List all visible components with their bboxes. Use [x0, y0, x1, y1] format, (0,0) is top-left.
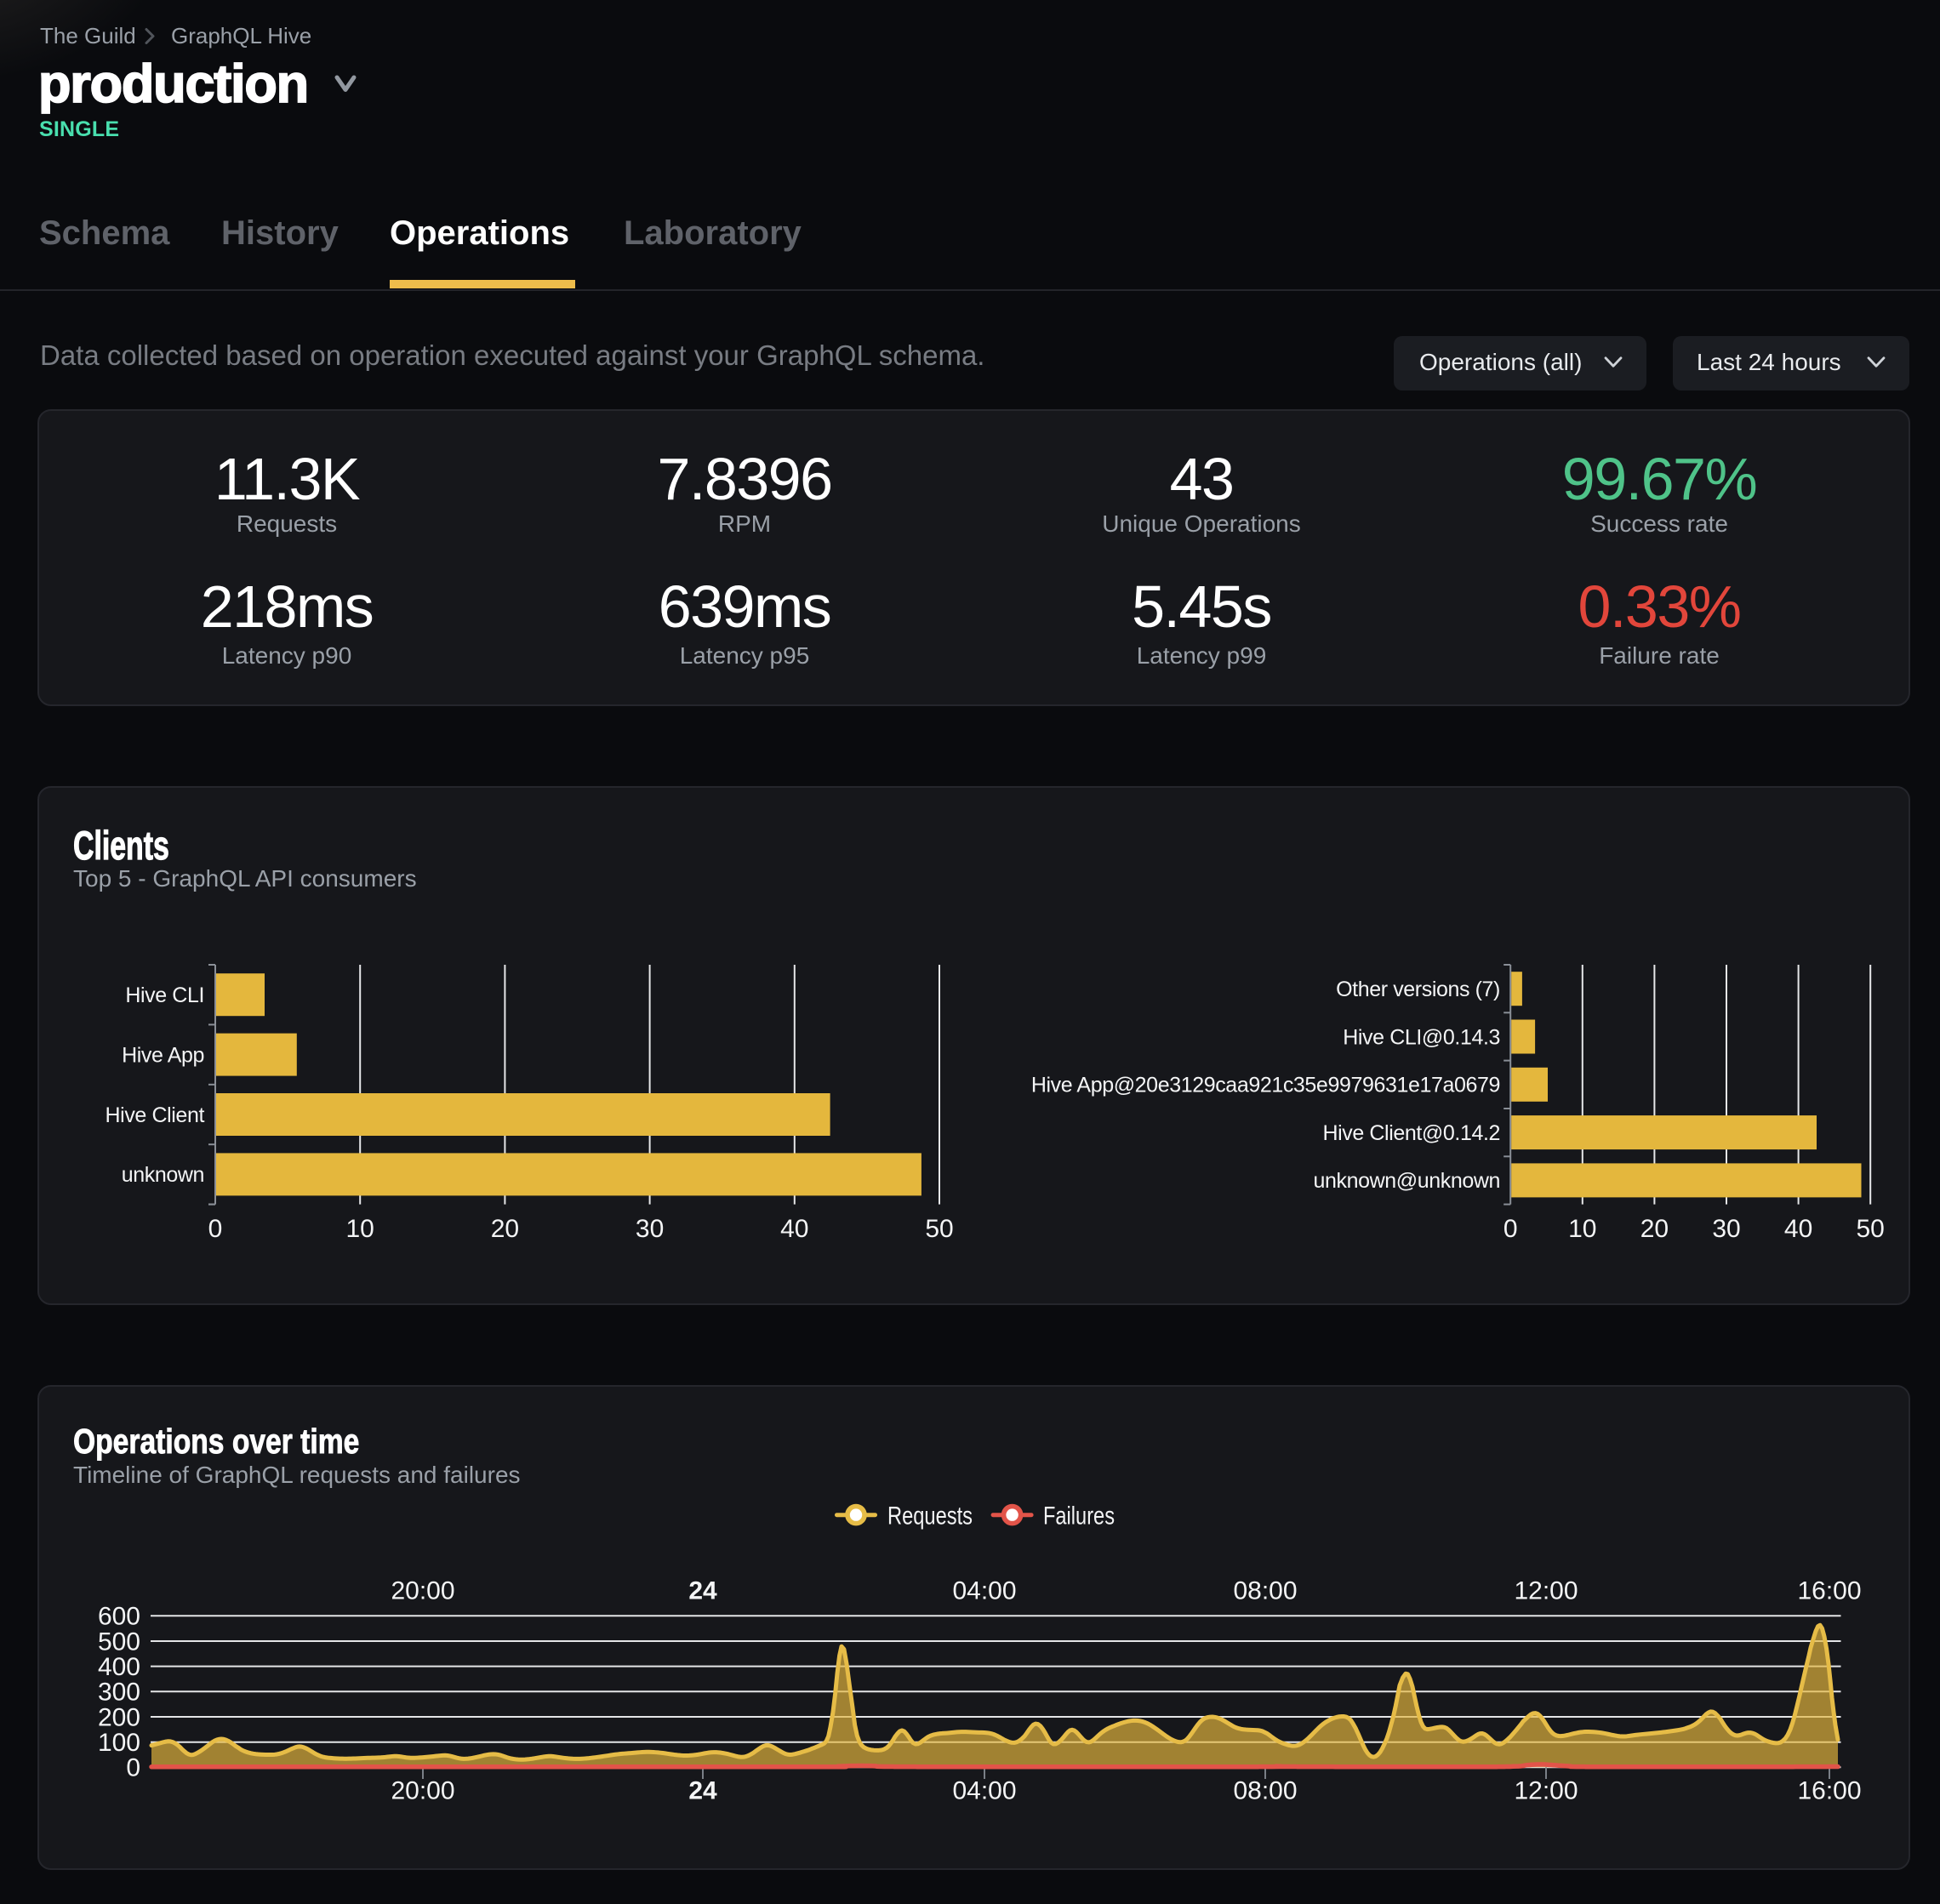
svg-text:0: 0: [208, 1215, 223, 1243]
svg-text:Hive App: Hive App: [122, 1043, 204, 1067]
svg-text:Requests: Requests: [887, 1502, 973, 1530]
svg-text:08:00: 08:00: [1233, 1576, 1297, 1605]
svg-text:0: 0: [1504, 1215, 1518, 1243]
svg-text:10: 10: [346, 1215, 374, 1243]
svg-text:24: 24: [688, 1576, 717, 1605]
svg-text:500: 500: [98, 1628, 140, 1656]
svg-text:04:00: 04:00: [952, 1576, 1016, 1605]
svg-text:Hive Client: Hive Client: [106, 1103, 205, 1127]
svg-text:20: 20: [1640, 1215, 1669, 1243]
svg-text:100: 100: [98, 1729, 140, 1757]
svg-text:24: 24: [688, 1776, 717, 1804]
svg-text:Other versions (7): Other versions (7): [1336, 978, 1500, 1001]
svg-text:20: 20: [491, 1215, 519, 1243]
svg-text:50: 50: [1857, 1215, 1885, 1243]
svg-text:Hive CLI@0.14.3: Hive CLI@0.14.3: [1343, 1025, 1500, 1049]
svg-text:16:00: 16:00: [1797, 1776, 1861, 1804]
svg-text:12:00: 12:00: [1514, 1576, 1578, 1605]
svg-text:unknown: unknown: [122, 1163, 204, 1187]
svg-text:600: 600: [98, 1603, 140, 1631]
svg-text:300: 300: [98, 1679, 140, 1707]
svg-text:unknown@unknown: unknown@unknown: [1313, 1169, 1500, 1193]
svg-text:20:00: 20:00: [391, 1576, 454, 1605]
svg-text:200: 200: [98, 1703, 140, 1731]
svg-text:30: 30: [1712, 1215, 1740, 1243]
svg-text:40: 40: [780, 1215, 808, 1243]
svg-text:Hive CLI: Hive CLI: [125, 983, 204, 1007]
svg-text:400: 400: [98, 1653, 140, 1681]
svg-text:20:00: 20:00: [391, 1776, 454, 1804]
svg-text:30: 30: [636, 1215, 664, 1243]
svg-text:08:00: 08:00: [1233, 1776, 1297, 1804]
svg-text:40: 40: [1784, 1215, 1812, 1243]
svg-text:10: 10: [1568, 1215, 1596, 1243]
svg-text:04:00: 04:00: [952, 1776, 1016, 1804]
svg-text:0: 0: [126, 1754, 140, 1782]
svg-text:Hive App@20e3129caa921c35e9979: Hive App@20e3129caa921c35e9979631e17a067…: [1031, 1074, 1500, 1097]
svg-text:Hive Client@0.14.2: Hive Client@0.14.2: [1322, 1121, 1500, 1145]
svg-text:16:00: 16:00: [1797, 1576, 1861, 1605]
svg-text:50: 50: [925, 1215, 953, 1243]
svg-text:12:00: 12:00: [1514, 1776, 1578, 1804]
svg-text:Failures: Failures: [1043, 1502, 1115, 1530]
